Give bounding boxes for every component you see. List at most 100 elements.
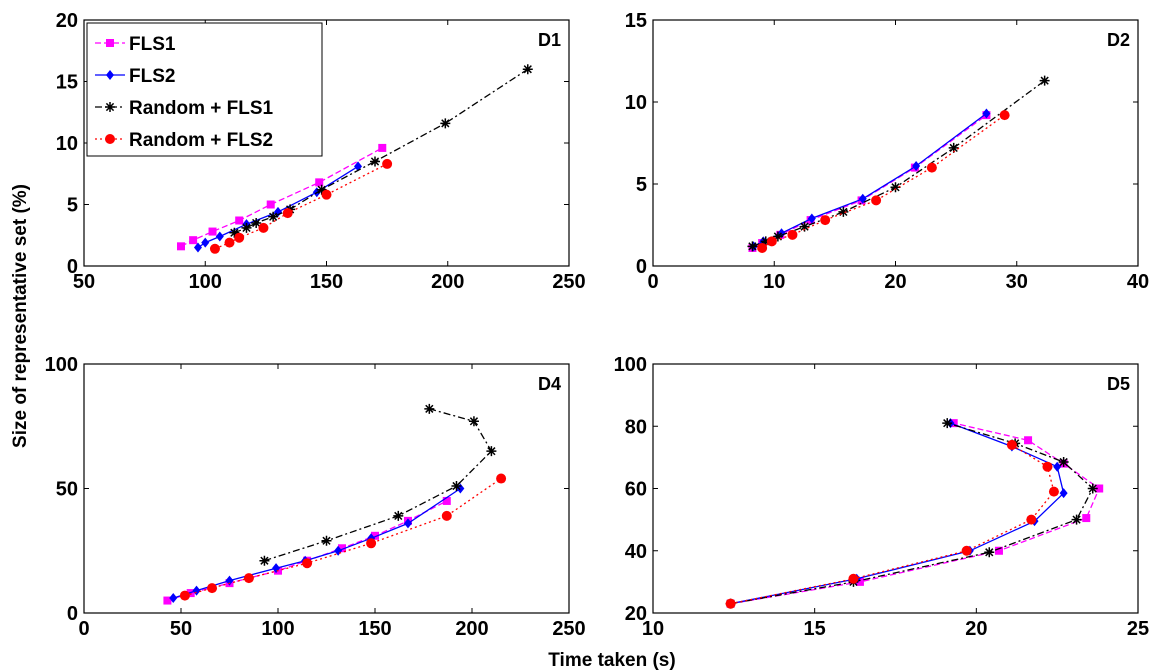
x-tick-label: 30	[1006, 271, 1028, 293]
y-tick-label: 15	[625, 10, 647, 32]
y-tick-label: 100	[614, 354, 647, 376]
y-tick-label: 0	[67, 603, 78, 625]
data-point	[757, 242, 768, 253]
data-point	[259, 555, 270, 566]
data-point	[496, 473, 507, 484]
data-point	[258, 222, 269, 233]
series-line	[730, 422, 1101, 605]
x-tick-label: 200	[431, 271, 464, 293]
x-tick-label: 0	[78, 618, 89, 640]
data-point	[370, 156, 380, 167]
data-point	[787, 229, 798, 240]
data-point	[1071, 514, 1082, 525]
data-point	[1006, 439, 1017, 450]
series-random-fls1	[259, 403, 497, 566]
data-point	[440, 118, 451, 129]
data-point	[772, 231, 783, 242]
data-point	[177, 242, 185, 251]
y-tick-label: 15	[56, 72, 78, 94]
legend-entry: Random + FLS1	[95, 98, 274, 119]
legend-marker	[105, 102, 115, 112]
data-point	[522, 64, 533, 75]
data-point	[747, 241, 758, 252]
data-point	[1087, 483, 1098, 494]
x-tick-label: 100	[261, 618, 294, 640]
series-random-fls2	[179, 473, 507, 601]
chart-panel-d2: 0 10 20 30 40 0 5 10 15 D2	[625, 10, 1149, 293]
data-point	[994, 546, 1003, 555]
y-tick-label: 20	[56, 10, 78, 32]
x-tick-label: 20	[965, 618, 987, 640]
legend-label: FLS1	[129, 34, 176, 55]
data-point	[189, 236, 198, 245]
x-tick-label: 20	[884, 271, 906, 293]
data-point	[378, 143, 387, 152]
data-point	[321, 535, 332, 546]
data-point	[251, 217, 262, 228]
data-point	[468, 416, 479, 427]
y-tick-label: 50	[56, 479, 78, 501]
data-point	[371, 531, 379, 540]
y-tick-label: 0	[67, 256, 78, 278]
data-point	[871, 195, 882, 206]
y-tick-label: 20	[625, 603, 647, 625]
y-tick-label: 5	[67, 195, 78, 217]
data-point	[1026, 514, 1037, 525]
data-point	[838, 206, 849, 217]
data-point	[451, 481, 462, 492]
legend-marker	[105, 134, 115, 144]
x-tick-label: 100	[189, 271, 222, 293]
data-point	[984, 547, 995, 558]
data-point	[1042, 461, 1053, 472]
data-point	[234, 232, 245, 243]
y-tick-label: 80	[625, 416, 647, 438]
data-point	[424, 403, 435, 414]
legend-entry: FLS1	[95, 34, 176, 55]
data-point	[229, 227, 240, 238]
data-point	[316, 184, 327, 195]
data-point	[799, 221, 810, 232]
data-point	[315, 178, 324, 187]
data-point	[243, 573, 254, 584]
chart-panel-d4: 0 50 100 150 200 250 0 50 100 D4	[45, 354, 586, 640]
x-tick-label: 200	[455, 618, 488, 640]
panel-title: D1	[538, 30, 561, 50]
data-point	[1039, 75, 1050, 86]
x-tick-label: 250	[552, 271, 585, 293]
y-tick-label: 10	[56, 133, 78, 155]
data-point	[266, 200, 275, 209]
legend-marker	[106, 70, 114, 80]
data-point	[366, 538, 377, 549]
plot-area	[653, 364, 1138, 613]
data-point	[999, 110, 1010, 121]
y-tick-label: 100	[45, 354, 78, 376]
y-tick-label: 0	[636, 256, 647, 278]
data-point	[302, 558, 313, 569]
legend-entry: FLS2	[95, 66, 175, 87]
data-point	[760, 236, 771, 247]
data-point	[169, 593, 178, 604]
data-point	[442, 496, 451, 505]
data-point	[912, 160, 921, 171]
data-point	[982, 108, 991, 119]
panel-title: D5	[1107, 374, 1130, 394]
data-point	[1058, 457, 1069, 468]
panel-title: D4	[538, 374, 561, 394]
series-line	[730, 422, 1065, 605]
y-tick-label: 10	[625, 92, 647, 114]
data-point	[224, 237, 235, 248]
data-point	[961, 545, 972, 556]
data-point	[403, 518, 412, 529]
x-axis-title: Time taken (s)	[548, 650, 675, 671]
data-point	[1059, 488, 1068, 499]
panel-title: D2	[1107, 30, 1130, 50]
data-point	[855, 577, 864, 586]
data-point	[942, 418, 953, 429]
data-point	[766, 236, 777, 247]
x-tick-label: 250	[552, 618, 585, 640]
chart-panel-d1: 50 100 150 200 250 0 5 10 15 20 D1 FLS1 FLS2 Random +…	[56, 10, 586, 293]
x-tick-label: 10	[642, 618, 664, 640]
x-tick-label: 25	[1127, 618, 1149, 640]
data-point	[179, 590, 190, 601]
